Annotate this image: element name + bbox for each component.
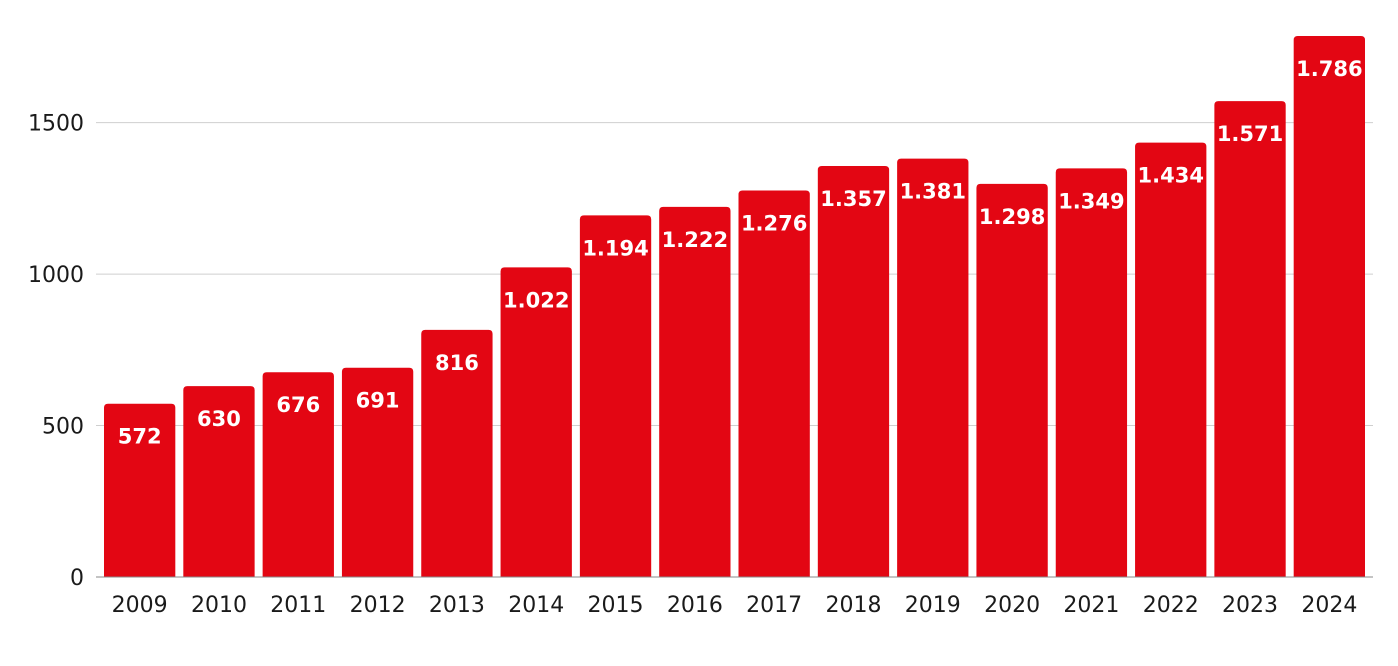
bar-2011 bbox=[262, 372, 334, 577]
bar-value-label: 572 bbox=[118, 425, 162, 449]
bar-2023 bbox=[1214, 101, 1286, 577]
bar-value-label: 816 bbox=[435, 351, 479, 375]
bar-value-label: 1.381 bbox=[900, 180, 966, 204]
bar-2024 bbox=[1293, 36, 1365, 577]
x-tick-label: 2013 bbox=[429, 593, 485, 618]
bar-2017 bbox=[738, 190, 810, 578]
bar-2009 bbox=[104, 403, 176, 577]
bar-value-label: 691 bbox=[356, 389, 400, 413]
x-tick-label: 2022 bbox=[1143, 593, 1199, 618]
bar-2021 bbox=[1055, 168, 1128, 577]
bar-value-label: 1.571 bbox=[1217, 122, 1283, 146]
x-tick-label: 2021 bbox=[1063, 593, 1119, 618]
bar-2010 bbox=[183, 386, 255, 577]
bar-value-label: 630 bbox=[197, 407, 241, 431]
x-axis: 2009 2010 2011 2012 2013 2014 2015 2016 2017 2018… bbox=[96, 576, 1373, 618]
y-tick-label: 500 bbox=[42, 415, 84, 440]
bar-value-label: 676 bbox=[276, 393, 320, 417]
bar-2018 bbox=[817, 165, 890, 578]
bar-2014 bbox=[500, 267, 572, 577]
bar-value-label: 1.434 bbox=[1138, 164, 1204, 188]
bar-value-label: 1.022 bbox=[503, 288, 569, 312]
x-tick-label: 2016 bbox=[667, 593, 723, 618]
x-tick-label: 2020 bbox=[984, 593, 1040, 618]
x-tick-label: 2017 bbox=[746, 593, 802, 618]
bar-2016 bbox=[659, 206, 731, 577]
x-tick-label: 2015 bbox=[588, 593, 644, 618]
bar-2015 bbox=[579, 215, 652, 578]
bar-value-label: 1.222 bbox=[662, 228, 728, 252]
x-tick-label: 2012 bbox=[350, 593, 406, 618]
bar-value-labels: 572 630 676 691 816 1.022 1.194 1.222 1.276 1.357… bbox=[118, 57, 1363, 449]
x-tick-label: 2023 bbox=[1222, 593, 1278, 618]
y-axis: 0 500 1000 1500 bbox=[28, 112, 84, 591]
bar-2020 bbox=[976, 183, 1048, 577]
x-tick-label: 2009 bbox=[112, 593, 168, 618]
bar-2012 bbox=[341, 367, 414, 577]
bar-value-label: 1.276 bbox=[741, 211, 807, 235]
x-tick-label: 2019 bbox=[905, 593, 961, 618]
bar-2022 bbox=[1135, 142, 1207, 577]
bar-value-label: 1.194 bbox=[582, 236, 648, 260]
y-tick-label: 1000 bbox=[28, 263, 84, 288]
bar-2013 bbox=[421, 329, 493, 577]
bar-value-label: 1.298 bbox=[979, 205, 1045, 229]
x-tick-label: 2018 bbox=[825, 593, 881, 618]
bars bbox=[104, 36, 1365, 578]
bar-value-label: 1.357 bbox=[820, 187, 886, 211]
y-tick-label: 0 bbox=[70, 566, 84, 591]
x-tick-label: 2011 bbox=[270, 593, 326, 618]
bar-2019 bbox=[897, 158, 969, 577]
x-tick-label: 2010 bbox=[191, 593, 247, 618]
y-tick-label: 1500 bbox=[28, 112, 84, 137]
x-tick-label: 2014 bbox=[508, 593, 564, 618]
bar-value-label: 1.349 bbox=[1058, 189, 1124, 213]
x-tick-label: 2024 bbox=[1301, 593, 1357, 618]
bar-value-label: 1.786 bbox=[1296, 57, 1362, 81]
